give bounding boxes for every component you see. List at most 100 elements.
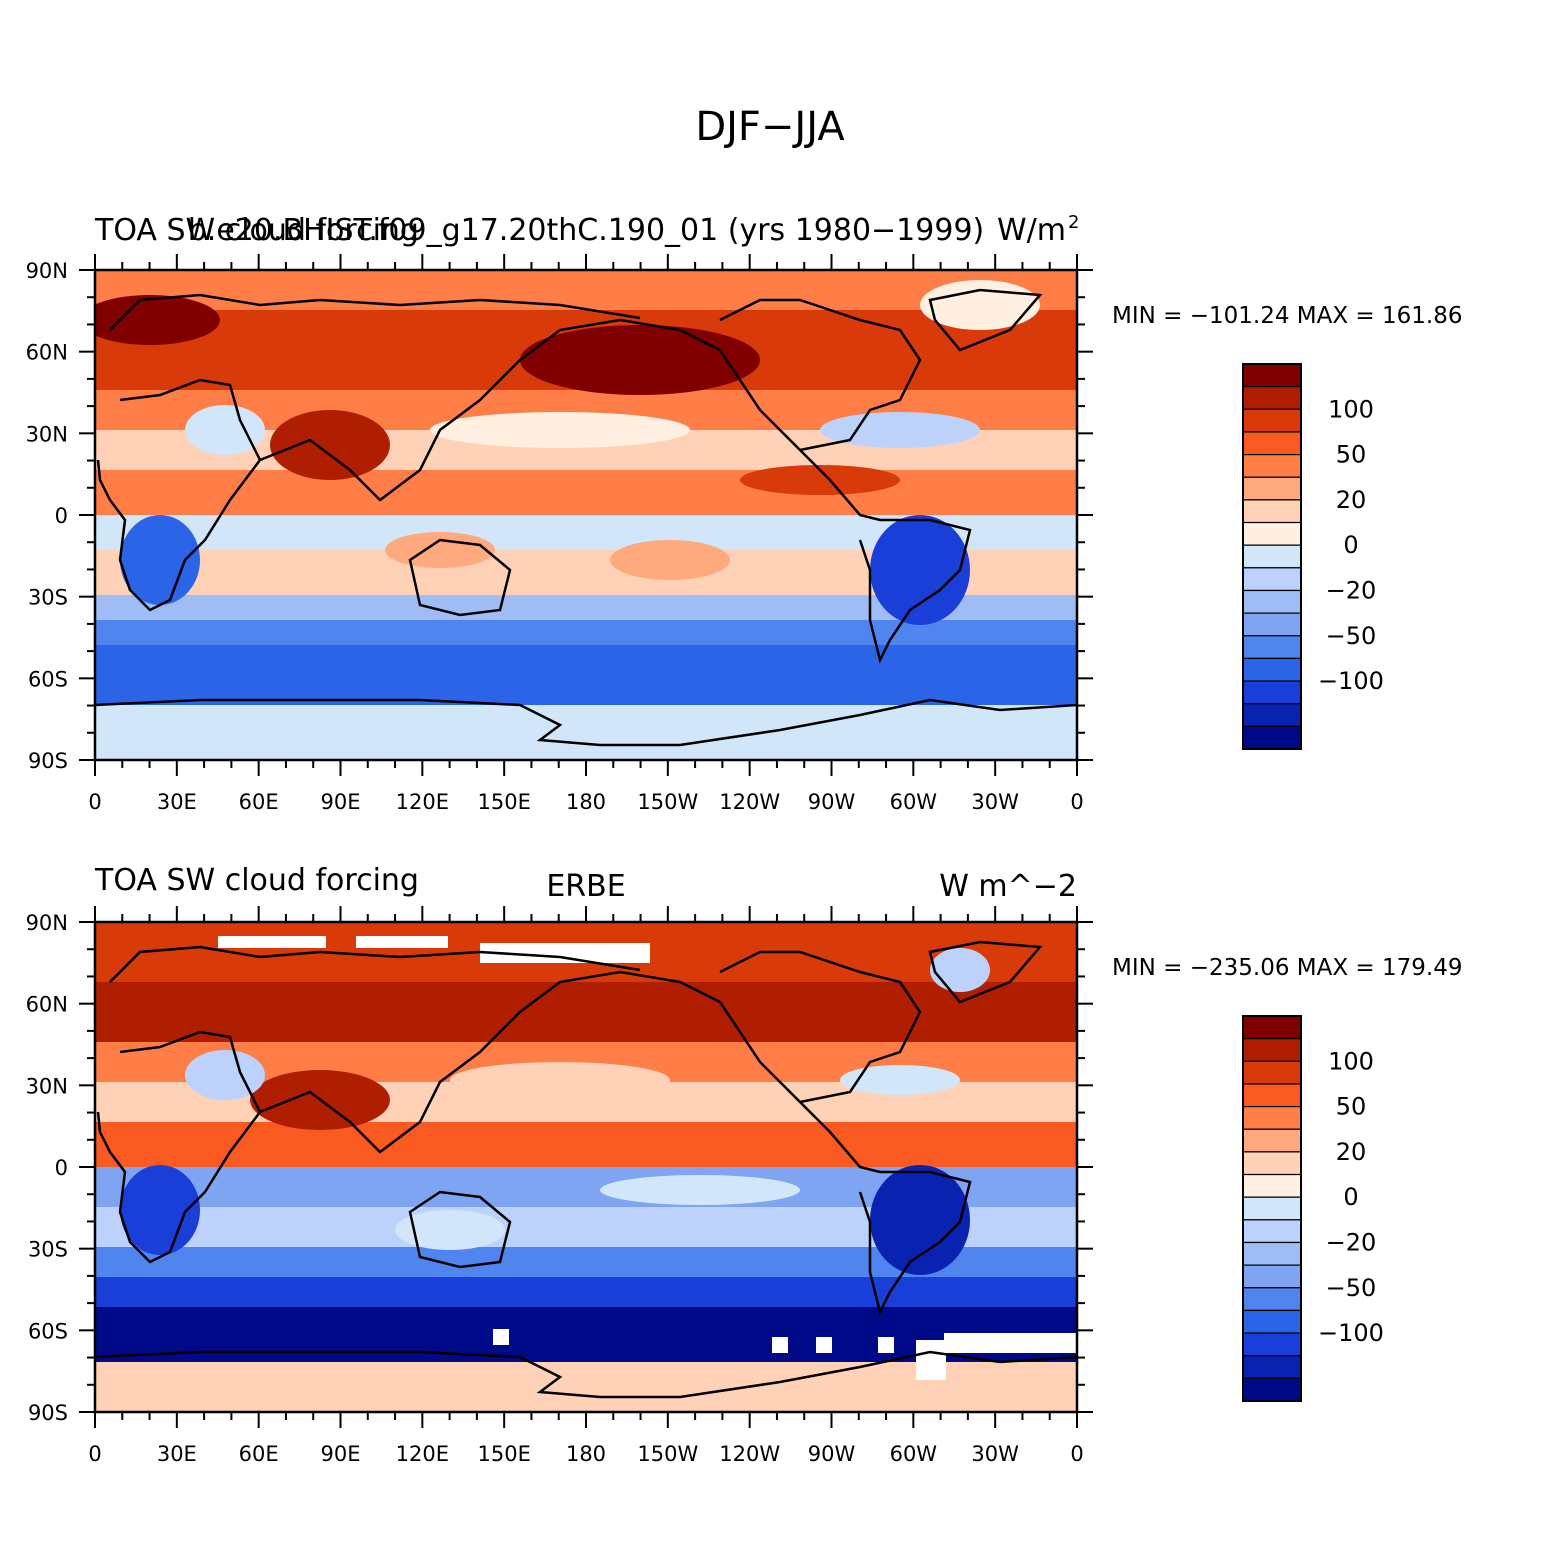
- min-max-label: MIN = −101.24 MAX = 161.86: [1112, 303, 1463, 329]
- lon-label: 90W: [808, 790, 856, 814]
- colorbar-frame: [1242, 363, 1302, 750]
- lon-label: 90W: [808, 1442, 856, 1466]
- lon-label: 120W: [719, 1442, 780, 1466]
- lat-label: 60N: [26, 341, 68, 365]
- colorbar-label: 0: [1343, 531, 1358, 559]
- colorbar: 100 50 20 0 −20 −50 −100: [1242, 1015, 1384, 1402]
- latitude-labels: 90N 60N 30N 0 30S 60S 90S: [26, 911, 68, 1425]
- coastlines: [95, 940, 1077, 1399]
- lon-label: 30W: [971, 790, 1019, 814]
- colorbar-label: −50: [1326, 622, 1377, 650]
- colorbar-swatch: [1242, 431, 1302, 456]
- panel-title-left: TOA SW cloud forcing: [94, 863, 419, 898]
- lon-label: 150E: [477, 790, 530, 814]
- lat-label: 60N: [26, 993, 68, 1017]
- colorbar-swatch: [1242, 1151, 1302, 1176]
- lon-label: 120E: [396, 790, 449, 814]
- colorbar-swatch: [1242, 1219, 1302, 1244]
- lon-label: 60E: [239, 1442, 279, 1466]
- axis-ticks: [79, 906, 1093, 1428]
- colorbar-label: 20: [1336, 1138, 1367, 1166]
- lat-label: 90N: [26, 259, 68, 283]
- lat-label: 30S: [28, 586, 68, 610]
- lat-label: 30N: [26, 422, 68, 446]
- lon-label: 150W: [637, 790, 698, 814]
- panel-units: W m^−2: [939, 869, 1077, 904]
- lat-label: 30N: [26, 1074, 68, 1098]
- colorbar-swatch: [1242, 725, 1302, 750]
- lat-label: 90S: [28, 1401, 68, 1425]
- colorbar-swatch: [1242, 612, 1302, 637]
- colorbar-swatch: [1242, 1173, 1302, 1198]
- colorbar-swatch: [1242, 1196, 1302, 1221]
- model-panel: TOA SW cloud forcing b.e20.BHIST.f09_g17…: [26, 212, 1463, 814]
- colorbar-swatch: [1242, 657, 1302, 682]
- colorbar-label: 100: [1328, 395, 1374, 423]
- lon-label: 0: [1070, 790, 1083, 814]
- colorbar-label: −100: [1318, 667, 1384, 695]
- coastlines: [95, 288, 1077, 747]
- lat-label: 0: [55, 504, 68, 528]
- panel-title-center: ERBE: [546, 869, 625, 904]
- colorbar-swatch: [1242, 363, 1302, 388]
- panel-title-center: b.e20.BHIST.f09_g17.20thC.190_01 (yrs 19…: [188, 213, 984, 248]
- colorbar-swatch: [1242, 544, 1302, 569]
- lat-label: 90S: [28, 749, 68, 773]
- lon-label: 120W: [719, 790, 780, 814]
- colorbar-swatch: [1242, 567, 1302, 592]
- colorbar-swatch: [1242, 386, 1302, 410]
- lon-label: 0: [1070, 1442, 1083, 1466]
- map-field: [95, 922, 1077, 1412]
- colorbar-label: 20: [1336, 486, 1367, 514]
- colorbar-swatch: [1242, 1083, 1302, 1108]
- lon-label: 150W: [637, 1442, 698, 1466]
- colorbar: 100 50 20 0 −20 −50 −100: [1242, 363, 1384, 750]
- lat-label: 30S: [28, 1238, 68, 1262]
- longitude-labels: 0 30E 60E 90E 120E 150E 180 150W 120W 90W 60W 30W 0: [88, 790, 1083, 814]
- colorbar-swatch: [1242, 1332, 1302, 1357]
- colorbar-label: 100: [1328, 1047, 1374, 1075]
- observation-panel: TOA SW cloud forcing ERBE W m^−2: [26, 863, 1463, 1466]
- lon-label: 30W: [971, 1442, 1019, 1466]
- panel-title-left: TOA SW cloud forcing: [94, 213, 419, 248]
- colorbar-frame: [1242, 1015, 1302, 1402]
- lon-label: 0: [88, 790, 101, 814]
- latitude-labels: 90N 60N 30N 0 30S 60S 90S: [26, 259, 68, 773]
- colorbar-label: −50: [1326, 1274, 1377, 1302]
- lon-label: 150E: [477, 1442, 530, 1466]
- lat-label: 90N: [26, 911, 68, 935]
- min-max-label: MIN = −235.06 MAX = 179.49: [1112, 955, 1463, 981]
- lon-label: 90E: [321, 1442, 361, 1466]
- colorbar-swatch: [1242, 1015, 1302, 1040]
- colorbar-swatch: [1242, 476, 1302, 501]
- colorbar-swatch: [1242, 1264, 1302, 1289]
- colorbar-swatch: [1242, 1287, 1302, 1312]
- colorbar-swatch: [1242, 499, 1302, 524]
- colorbar-label: 0: [1343, 1183, 1358, 1211]
- colorbar-swatch: [1242, 453, 1302, 478]
- lon-label: 90E: [321, 790, 361, 814]
- lon-label: 30E: [157, 1442, 197, 1466]
- lat-label: 0: [55, 1156, 68, 1180]
- lon-label: 0: [88, 1442, 101, 1466]
- panel-units-superscript: 2: [1068, 212, 1079, 233]
- colorbar-label: 50: [1336, 1093, 1367, 1121]
- colorbar-swatch: [1242, 1128, 1302, 1153]
- lat-label: 60S: [28, 1319, 68, 1343]
- panel-units: W/m: [997, 213, 1066, 248]
- lon-label: 180: [566, 790, 606, 814]
- colorbar-swatch: [1242, 1355, 1302, 1379]
- colorbar-swatch: [1242, 1060, 1302, 1085]
- map-field: [95, 270, 1077, 760]
- colorbar-swatch: [1242, 1309, 1302, 1334]
- colorbar-swatch: [1242, 1038, 1302, 1062]
- figure-title: DJF−JJA: [695, 104, 845, 150]
- colorbar-swatch: [1242, 635, 1302, 660]
- colorbar-label: −20: [1326, 576, 1377, 604]
- lat-label: 60S: [28, 667, 68, 691]
- colorbar-swatch: [1242, 1377, 1302, 1402]
- lon-label: 60W: [890, 790, 938, 814]
- lon-label: 60E: [239, 790, 279, 814]
- axis-ticks: [79, 254, 1093, 776]
- colorbar-label: −20: [1326, 1228, 1377, 1256]
